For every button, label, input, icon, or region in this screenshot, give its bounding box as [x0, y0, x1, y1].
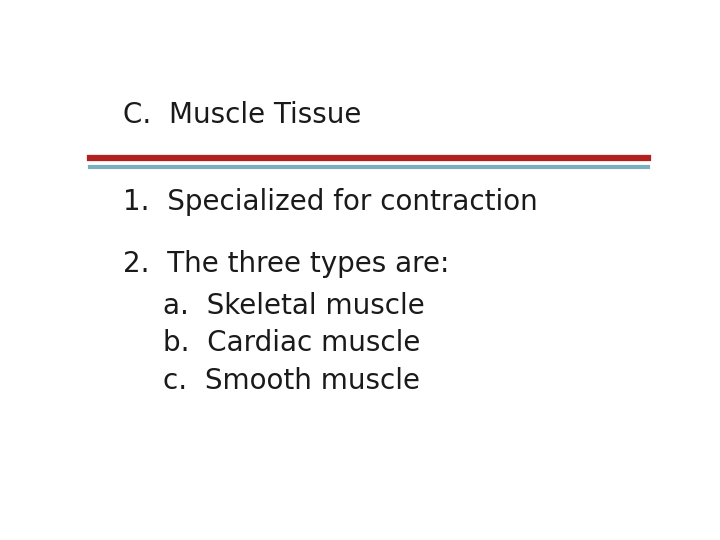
Text: 2.  The three types are:: 2. The three types are: — [124, 251, 450, 279]
Text: 1.  Specialized for contraction: 1. Specialized for contraction — [124, 188, 539, 216]
Text: c.  Smooth muscle: c. Smooth muscle — [163, 367, 420, 395]
Text: C.  Muscle Tissue: C. Muscle Tissue — [124, 100, 362, 129]
Text: a.  Skeletal muscle: a. Skeletal muscle — [163, 292, 424, 320]
Text: b.  Cardiac muscle: b. Cardiac muscle — [163, 329, 420, 357]
